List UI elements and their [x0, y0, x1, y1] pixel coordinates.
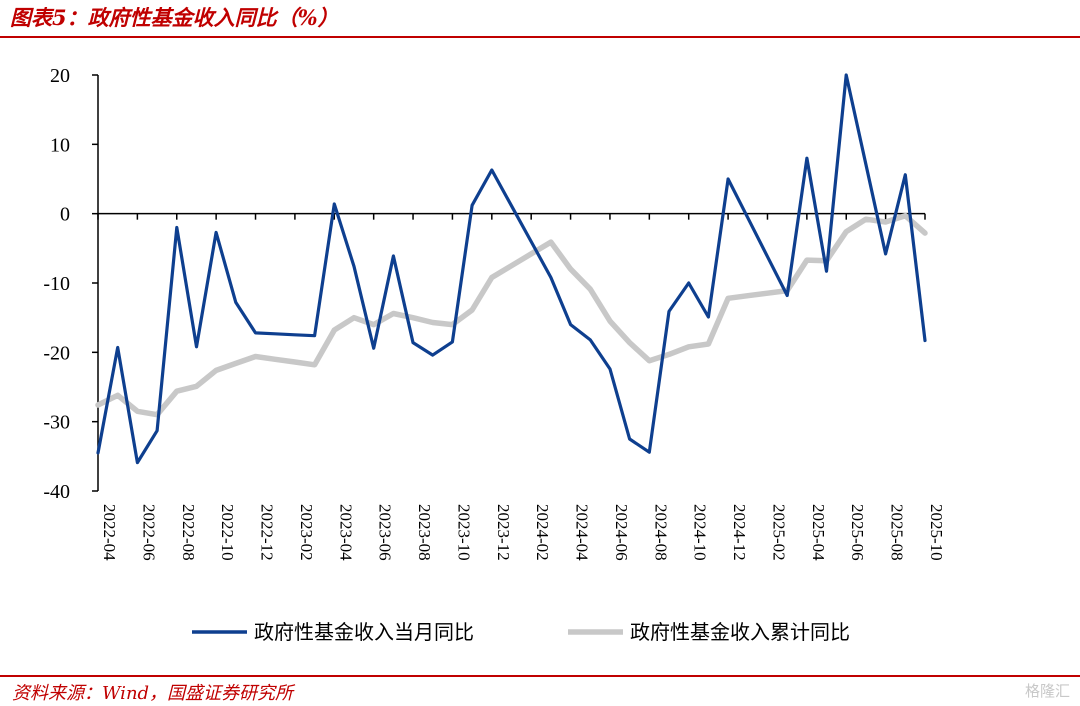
x-tick-label: 2024-12	[730, 504, 749, 561]
x-tick-label: 2025-08	[888, 504, 907, 561]
x-tick-label: 2025-10	[927, 504, 946, 561]
y-tick-label: 0	[60, 204, 70, 226]
x-tick-label: 2023-02	[297, 504, 316, 561]
x-tick-label: 2023-12	[494, 504, 513, 561]
x-tick-label: 2022-04	[100, 504, 119, 561]
y-tick-label: 20	[50, 65, 70, 87]
y-tick-label: 10	[50, 134, 70, 156]
y-tick-label: -20	[43, 342, 70, 364]
y-tick-label: -30	[43, 412, 70, 434]
x-tick-label: 2022-06	[139, 504, 158, 561]
series-line-cumulative	[95, 212, 928, 418]
x-tick-label: 2025-02	[769, 504, 788, 561]
x-tick-label: 2024-02	[533, 504, 552, 561]
x-tick-label: 2022-08	[179, 504, 198, 561]
top-rule	[0, 36, 1080, 38]
x-tick-label: 2024-08	[651, 504, 670, 561]
bottom-rule	[0, 675, 1080, 677]
legend-label-monthly: 政府性基金收入当月同比	[254, 620, 474, 644]
series-line-monthly	[96, 73, 927, 465]
x-tick-label: 2024-10	[691, 504, 710, 561]
x-tick-label: 2022-12	[258, 504, 277, 561]
x-tick-label: 2023-04	[336, 504, 355, 561]
x-tick-label: 2023-10	[454, 504, 473, 561]
x-tick-label: 2023-08	[415, 504, 434, 561]
x-tick-label: 2022-10	[218, 504, 237, 561]
y-tick-label: -10	[43, 273, 70, 295]
x-tick-label: 2025-06	[848, 504, 867, 561]
x-tick-label: 2024-06	[612, 504, 631, 561]
chart-title: 图表5：政府性基金收入同比（%）	[10, 5, 339, 30]
y-tick-label: -40	[43, 481, 70, 503]
x-tick-label: 2023-06	[376, 504, 395, 561]
source-note: 资料来源：Wind，国盛证券研究所	[12, 683, 294, 704]
legend-label-cumulative: 政府性基金收入累计同比	[630, 620, 850, 644]
x-tick-label: 2024-04	[573, 504, 592, 561]
watermark: 格隆汇	[1024, 682, 1070, 700]
x-tick-label: 2025-04	[809, 504, 828, 561]
